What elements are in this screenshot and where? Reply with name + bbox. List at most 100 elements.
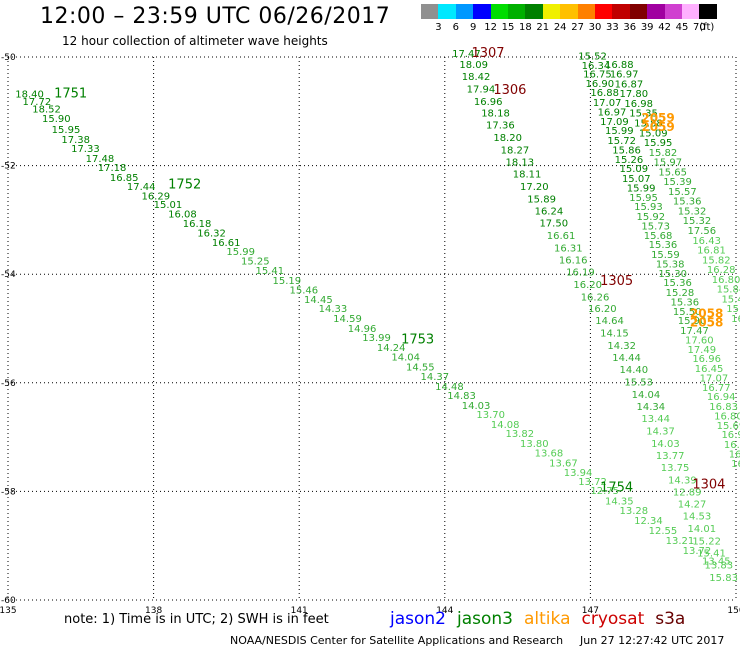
swh-value: 15.89 — [527, 195, 556, 206]
swh-value: 13.83 — [704, 561, 733, 572]
legend-swatch — [508, 4, 526, 19]
pass-time-label: 1752 — [168, 177, 201, 192]
swh-value: 14.15 — [600, 329, 629, 340]
lon-tick-label: 135 — [0, 606, 17, 616]
swh-value: 15.72 — [607, 136, 636, 147]
swh-value: 15.99 — [226, 247, 255, 258]
pass-time-label: 1754 — [600, 480, 633, 495]
legend-label: 15 — [501, 22, 515, 33]
swh-value: 13.45 — [702, 557, 731, 568]
swh-value: 16.94 — [707, 392, 736, 403]
swh-value: 14.04 — [391, 353, 420, 364]
swh-value: 15.44 — [721, 294, 740, 305]
lat-tick-label: -56 — [1, 379, 16, 389]
swh-value: 16.88 — [605, 60, 634, 71]
swh-value: 12.89 — [673, 488, 702, 499]
legend-label: 9 — [470, 22, 477, 33]
swh-value: 17.60 — [685, 336, 714, 347]
swh-value: 14.08 — [491, 420, 520, 431]
swh-value: 14.01 — [687, 524, 716, 535]
swh-value: 14.24 — [377, 343, 406, 354]
mission-label-cryosat: cryosat — [581, 609, 645, 629]
swh-value: 13.77 — [656, 451, 685, 462]
legend-label: 42 — [658, 22, 671, 33]
pass-time-label: 1307 — [471, 46, 504, 61]
lat-tick-label: -52 — [1, 162, 16, 172]
swh-value: 15.95 — [629, 193, 658, 204]
swh-value: 17.49 — [687, 345, 716, 356]
swh-value: 16.90 — [731, 459, 740, 470]
swh-value: 16.73 — [729, 450, 740, 461]
swh-value: 16.08 — [168, 210, 197, 221]
swh-value: 13.99 — [362, 333, 391, 344]
legend-label: 33 — [606, 22, 619, 33]
swh-value: 16.99 — [731, 314, 740, 325]
swh-value: 16.81 — [697, 246, 726, 257]
swh-value: 16.19 — [566, 267, 595, 278]
legend-swatch — [455, 4, 474, 19]
swh-value: 16.45 — [695, 364, 724, 375]
swh-value: 13.21 — [666, 536, 695, 547]
swh-value: 13.67 — [549, 458, 578, 469]
legend-label: 27 — [571, 22, 584, 33]
swh-value: 15.01 — [154, 200, 183, 211]
swh-value: 17.47 — [680, 326, 709, 337]
swh-value: 16.20 — [573, 280, 602, 291]
swh-value: 16.61 — [212, 238, 241, 249]
legend-swatch — [664, 4, 682, 19]
legend-swatch — [490, 4, 508, 19]
swh-value: 14.03 — [462, 401, 491, 412]
swh-value: 15.99 — [605, 126, 634, 137]
swh-value: 15.65 — [658, 167, 687, 178]
swh-value: 18.27 — [501, 146, 530, 157]
swh-value: 15.82 — [702, 255, 731, 266]
legend-swatch — [542, 4, 561, 19]
legend-label: 18 — [519, 22, 532, 33]
swh-value: 15.19 — [273, 276, 302, 287]
lon-tick-label: 138 — [145, 606, 162, 616]
legend-swatch — [612, 4, 630, 19]
swh-value: 16.96 — [692, 354, 721, 365]
swh-value: 16.80 — [714, 412, 740, 423]
legend-swatch — [682, 4, 700, 19]
credit-text: NOAA/NESDIS Center for Satellite Applica… — [230, 634, 564, 647]
swh-value: 17.09 — [600, 117, 629, 128]
swh-value: 18.18 — [481, 109, 510, 120]
swh-value: 15.41 — [697, 549, 726, 560]
swh-value: 16.26 — [581, 292, 610, 303]
swh-value: 16.77 — [702, 383, 731, 394]
swh-value: 17.36 — [486, 121, 515, 132]
swh-value: 15.35 — [629, 109, 658, 120]
swh-value: 14.83 — [447, 391, 476, 402]
lon-tick-label: 141 — [291, 606, 308, 616]
swh-value: 15.09 — [639, 128, 668, 139]
legend-swatch — [438, 4, 456, 19]
pass-time-label: 1305 — [600, 274, 633, 289]
swh-value: 15.36 — [649, 240, 678, 251]
pass-time-label: 1751 — [54, 87, 87, 102]
swh-value: 15.32 — [683, 216, 712, 227]
swh-value: 15.73 — [641, 222, 670, 233]
swh-value: 2058 — [690, 315, 723, 329]
swh-value: 16.75 — [583, 70, 612, 81]
swh-value: 15.22 — [692, 537, 721, 548]
swh-value: 13.70 — [476, 410, 505, 421]
swh-value: 16.80 — [712, 275, 740, 286]
legend-label: 21 — [536, 22, 550, 33]
swh-value: 16.29 — [141, 191, 170, 202]
swh-value: 16.87 — [615, 79, 644, 90]
swh-value: 16.20 — [588, 304, 617, 315]
swh-value: 15.99 — [627, 184, 656, 195]
lat-tick-label: -58 — [1, 487, 16, 497]
pass-time-label: 1304 — [692, 478, 725, 493]
swh-value: 14.27 — [678, 500, 707, 511]
swh-value: 15.92 — [637, 212, 666, 223]
swh-value: 16.88 — [590, 88, 619, 99]
swh-value: 13.80 — [520, 439, 549, 450]
swh-value: 16.97 — [598, 108, 627, 119]
swh-value: 14.37 — [421, 372, 450, 383]
swh-value: 14.35 — [605, 496, 634, 507]
swh-value: 15.26 — [615, 155, 644, 166]
lat-tick-label: -60 — [1, 596, 16, 606]
swh-value: 16.20 — [724, 440, 740, 451]
